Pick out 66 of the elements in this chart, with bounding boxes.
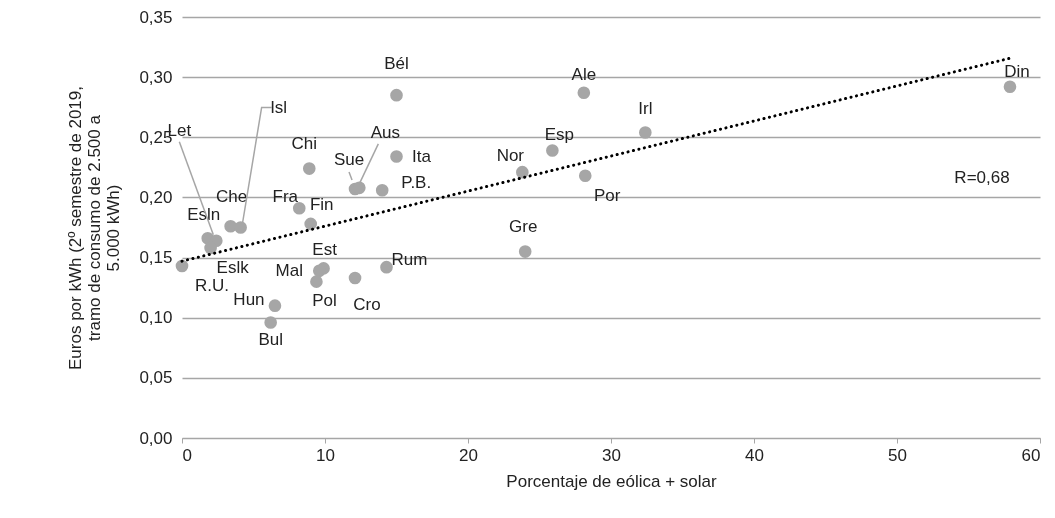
x-tick-label: 50	[888, 445, 907, 465]
x-tick-label: 0	[182, 445, 192, 465]
point	[264, 316, 277, 329]
point	[175, 259, 189, 273]
point	[310, 275, 323, 288]
x-tick-label: 30	[602, 445, 621, 465]
point	[390, 88, 403, 102]
annotation: Ita	[412, 146, 432, 166]
x-tick-label: 40	[745, 445, 764, 465]
point	[304, 217, 318, 231]
point	[302, 162, 316, 175]
annotation: Esp	[544, 124, 575, 144]
point	[1003, 80, 1017, 94]
annotation: Gre	[509, 216, 538, 236]
annotation: Isl	[270, 97, 288, 117]
point	[312, 264, 326, 278]
point	[546, 144, 559, 157]
x-tick-label: 60	[1021, 445, 1041, 465]
y-tick-label: 0,10	[139, 308, 173, 328]
point	[292, 201, 306, 215]
annotation: Bél	[384, 54, 409, 74]
annotation: Din	[1004, 61, 1030, 81]
y-tick-label: 0,35	[139, 7, 173, 27]
annotation: Eslk	[216, 257, 250, 277]
annotation: Chi	[291, 133, 318, 153]
y-tick-label: 0,15	[139, 248, 173, 268]
point	[353, 181, 366, 195]
annotation: Nor	[496, 146, 525, 166]
y-tick-label: 0,30	[139, 67, 173, 87]
annotation: Che	[216, 187, 248, 207]
point	[380, 260, 393, 274]
annotation: Pol	[312, 290, 337, 310]
point	[268, 299, 282, 312]
point	[578, 169, 592, 183]
point	[518, 245, 532, 258]
annotation: R=0,68	[954, 168, 1010, 187]
annotation: Ale	[571, 64, 597, 84]
point	[516, 165, 529, 179]
y-tick-label: 0,20	[139, 187, 173, 207]
annotation: Mal	[275, 260, 303, 280]
x-axis-title: Porcentaje de eólica + solar	[506, 471, 717, 491]
x-tick-label: 10	[316, 445, 335, 465]
y-axis-title: Euros por kWh (2º semestre de 2019, tramo de consumo de 2.500 a 5.000 kWh)	[66, 85, 124, 371]
annotation: Fin	[309, 194, 334, 214]
annotation: Fra	[272, 187, 299, 207]
annotation: Bul	[258, 329, 283, 349]
annotation: Aus	[370, 122, 400, 142]
point	[375, 183, 389, 197]
y-tick-label: 0,00	[139, 428, 173, 448]
point	[639, 126, 652, 139]
annotation: Rum	[391, 250, 428, 270]
point	[234, 221, 247, 234]
annotation: Hun	[233, 289, 265, 309]
point	[348, 271, 362, 285]
y-tick-label: 0,05	[139, 368, 173, 388]
annotation: Sue	[333, 150, 365, 170]
point	[577, 86, 591, 100]
annotation: P.B.	[401, 173, 432, 193]
point	[390, 150, 403, 163]
annotation: Irl	[638, 99, 653, 119]
annotation: R.U.	[195, 275, 229, 295]
annotation: Est	[312, 240, 338, 260]
annotation: Esln	[187, 205, 221, 225]
annotation: Cro	[353, 295, 381, 315]
annotation: Por	[594, 185, 621, 205]
x-tick-label: 20	[459, 445, 478, 465]
